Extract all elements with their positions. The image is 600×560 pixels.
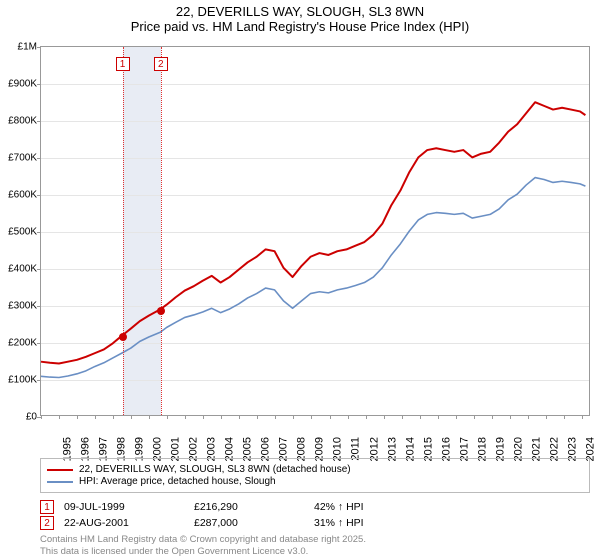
xtick	[167, 415, 168, 419]
sale-row: 2 22-AUG-2001 £287,000 31% ↑ HPI	[40, 516, 590, 530]
yaxis-label: £300K	[1, 301, 37, 312]
sale-dot	[157, 307, 165, 315]
sales-table: 1 09-JUL-1999 £216,290 42% ↑ HPI 2 22-AUG-200…	[40, 498, 590, 532]
yaxis-label: £700K	[1, 153, 37, 164]
xtick	[149, 415, 150, 419]
ytick	[37, 343, 41, 344]
yaxis-label: £800K	[1, 116, 37, 127]
sale-delta: 31% ↑ HPI	[314, 517, 414, 529]
sale-date: 22-AUG-2001	[64, 517, 184, 529]
sale-marker-box: 2	[154, 57, 168, 71]
ytick	[37, 84, 41, 85]
xtick	[402, 415, 403, 419]
xtick	[366, 415, 367, 419]
attribution: Contains HM Land Registry data © Crown c…	[40, 534, 590, 557]
sale-marker-line	[123, 47, 124, 415]
xtick	[348, 415, 349, 419]
xtick	[438, 415, 439, 419]
ytick	[37, 121, 41, 122]
legend-item: HPI: Average price, detached house, Slou…	[47, 476, 583, 487]
xtick	[275, 415, 276, 419]
xtick	[257, 415, 258, 419]
legend-swatch	[47, 469, 73, 471]
title-block: 22, DEVERILLS WAY, SLOUGH, SL3 8WN Price…	[0, 0, 600, 36]
sale-dot	[119, 333, 127, 341]
xtick	[311, 415, 312, 419]
yaxis-label: £600K	[1, 190, 37, 201]
chart-container: 22, DEVERILLS WAY, SLOUGH, SL3 8WN Price…	[0, 0, 600, 560]
xtick	[564, 415, 565, 419]
ytick	[37, 158, 41, 159]
xtick	[582, 415, 583, 419]
attribution-line2: This data is licensed under the Open Gov…	[40, 546, 590, 557]
legend: 22, DEVERILLS WAY, SLOUGH, SL3 8WN (deta…	[40, 458, 590, 493]
chart-plot-area: £0£100K£200K£300K£400K£500K£600K£700K£80…	[40, 46, 590, 416]
yaxis-label: £0	[1, 412, 37, 423]
title-address: 22, DEVERILLS WAY, SLOUGH, SL3 8WN	[0, 4, 600, 19]
yaxis-label: £100K	[1, 375, 37, 386]
yaxis-label: £400K	[1, 264, 37, 275]
xtick	[456, 415, 457, 419]
xtick	[528, 415, 529, 419]
xtick	[59, 415, 60, 419]
ytick	[37, 232, 41, 233]
xtick	[131, 415, 132, 419]
legend-item: 22, DEVERILLS WAY, SLOUGH, SL3 8WN (deta…	[47, 464, 583, 475]
legend-label: HPI: Average price, detached house, Slou…	[79, 476, 276, 487]
ytick	[37, 195, 41, 196]
xtick	[384, 415, 385, 419]
xtick	[95, 415, 96, 419]
yaxis-label: £900K	[1, 79, 37, 90]
xtick	[293, 415, 294, 419]
xtick	[330, 415, 331, 419]
ytick	[37, 380, 41, 381]
ytick	[37, 269, 41, 270]
sale-date: 09-JUL-1999	[64, 501, 184, 513]
sale-marker-box: 1	[116, 57, 130, 71]
xtick	[492, 415, 493, 419]
sale-price: £216,290	[194, 501, 304, 513]
yaxis-label: £200K	[1, 338, 37, 349]
yaxis-label: £1M	[1, 42, 37, 53]
ytick	[37, 47, 41, 48]
ytick	[37, 306, 41, 307]
legend-label: 22, DEVERILLS WAY, SLOUGH, SL3 8WN (deta…	[79, 464, 351, 475]
sale-delta: 42% ↑ HPI	[314, 501, 414, 513]
sale-row: 1 09-JUL-1999 £216,290 42% ↑ HPI	[40, 500, 590, 514]
xtick	[420, 415, 421, 419]
xtick	[41, 415, 42, 419]
xtick	[113, 415, 114, 419]
xtick	[203, 415, 204, 419]
attribution-line1: Contains HM Land Registry data © Crown c…	[40, 534, 590, 545]
xtick	[546, 415, 547, 419]
title-subtitle: Price paid vs. HM Land Registry's House …	[0, 19, 600, 34]
xtick	[239, 415, 240, 419]
xtick	[474, 415, 475, 419]
sale-row-marker: 2	[40, 516, 54, 530]
sale-marker-line	[161, 47, 162, 415]
legend-swatch	[47, 481, 73, 483]
xtick	[77, 415, 78, 419]
sale-row-marker: 1	[40, 500, 54, 514]
xtick	[510, 415, 511, 419]
sale-price: £287,000	[194, 517, 304, 529]
yaxis-label: £500K	[1, 227, 37, 238]
xtick	[221, 415, 222, 419]
xtick	[185, 415, 186, 419]
